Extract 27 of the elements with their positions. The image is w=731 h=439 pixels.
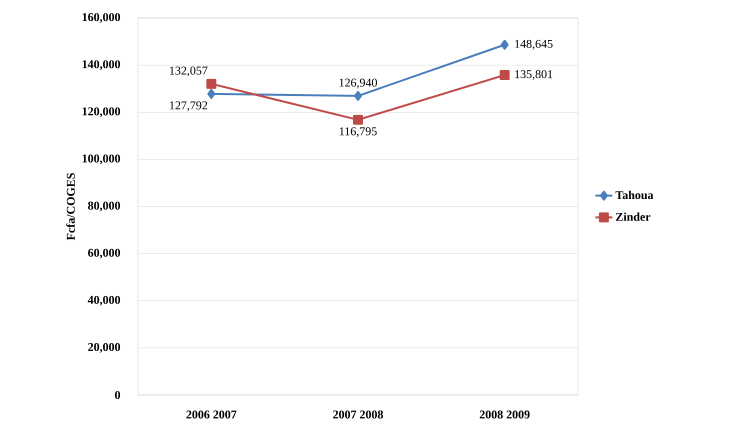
point — [207, 88, 216, 99]
y-tick-label: 80,000 — [88, 202, 120, 212]
data-label: 132,057 — [170, 66, 208, 76]
y-tick-label: 140,000 — [82, 60, 120, 70]
y-tick-label: 60,000 — [88, 248, 120, 259]
point — [206, 78, 216, 89]
point — [500, 40, 509, 50]
y-tick-label: 160,000 — [82, 13, 120, 23]
data-label: 148,645 — [515, 40, 553, 50]
y-tick-label: 120,000 — [82, 107, 120, 118]
point — [354, 90, 362, 101]
x-tick-label: 2008 2009 — [480, 410, 530, 419]
data-label: 116,795 — [340, 127, 377, 138]
legend-label: Zinder — [616, 212, 650, 221]
y-tick-label: 40,000 — [88, 296, 120, 306]
data-label: 127,792 — [170, 101, 208, 112]
x-tick-label: 2007 2008 — [333, 410, 383, 419]
y-axis-title: Fcfa/COGES — [66, 173, 75, 240]
data-label: 135,801 — [515, 70, 552, 80]
y-tick-label: 20,000 — [88, 342, 120, 353]
point — [353, 114, 363, 125]
data-label: 126,940 — [340, 78, 377, 88]
legend-label: Tahoua — [616, 190, 654, 200]
x-tick-label: 2006 2007 — [186, 410, 236, 419]
point — [500, 70, 510, 80]
y-tick-label: 100,000 — [82, 154, 120, 164]
y-tick-label: 0 — [115, 390, 120, 400]
